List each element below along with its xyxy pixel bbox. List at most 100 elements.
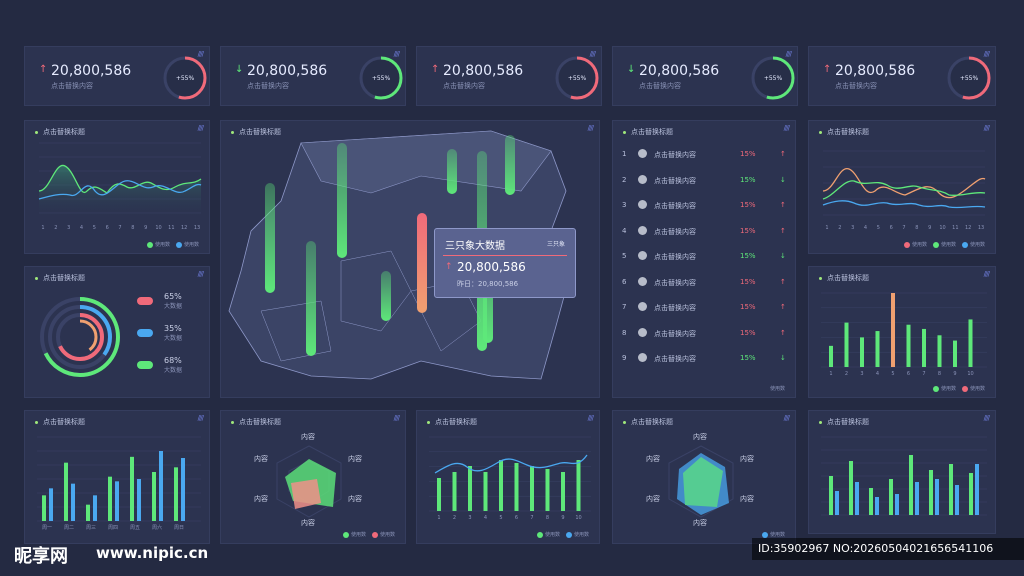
x-tick-label: 8 <box>131 225 134 231</box>
kpi-label: 点击替换内容 <box>51 82 93 90</box>
slash-deco: //// <box>983 270 991 278</box>
kpi-ring <box>163 56 207 100</box>
rank-avatar <box>638 225 647 235</box>
rank-number: 1 <box>622 150 627 158</box>
legend: 使用数 使用数 <box>141 241 199 248</box>
radar-axis-label: 内容 <box>740 495 754 503</box>
donut-percent: 35% <box>164 324 182 333</box>
rank-number: 9 <box>622 354 627 362</box>
x-tick-label: 1 <box>829 371 832 377</box>
x-tick-label: 9 <box>953 371 956 377</box>
x-tick-label: 周五 <box>130 525 140 531</box>
x-tick-label: 3 <box>67 225 70 231</box>
rank-percent: 15% <box>740 328 756 337</box>
ranking-row[interactable]: 9 点击替换内容 15% ↓ <box>620 348 790 368</box>
x-tick-label: 7 <box>922 371 925 377</box>
week-bar-chart: 周一 周二 周三 周四 周五 周六 周日 <box>37 436 201 531</box>
kpi-value: 20,800,586 <box>51 63 132 79</box>
x-tick-label: 8 <box>915 225 918 231</box>
rank-number: 8 <box>622 328 627 337</box>
donut-legend-item: 35% 大数据 <box>164 324 182 342</box>
radar-axis-label: 内容 <box>254 495 268 503</box>
tooltip-value: 20,800,586 <box>457 260 526 274</box>
legend: 使用数 使用数 使用数 <box>898 241 985 248</box>
bar <box>93 495 97 521</box>
ranking-row[interactable]: 5 点击替换内容 15% ↓ <box>620 246 790 266</box>
rank-avatar <box>638 174 647 184</box>
map-column <box>381 271 391 321</box>
bar <box>835 491 839 515</box>
bar <box>576 460 581 511</box>
kpi-ring <box>751 56 795 100</box>
bar <box>152 472 156 521</box>
bar <box>71 483 75 521</box>
x-tick-label: 5 <box>877 225 880 231</box>
bar <box>937 335 942 367</box>
bar <box>174 467 178 521</box>
kpi-value: 20,800,586 <box>247 63 328 79</box>
rank-avatar <box>638 327 647 337</box>
donut-percent: 65% <box>164 292 182 301</box>
rank-percent: 15% <box>740 201 756 209</box>
x-tick-label: 8 <box>546 515 549 521</box>
down-arrow-icon: ↓ <box>627 64 636 75</box>
up-arrow-icon: ↑ <box>823 64 832 75</box>
x-tick-label: 6 <box>907 371 910 377</box>
x-tick-label: 3 <box>851 225 854 231</box>
ranking-row[interactable]: 4 点击替换内容 15% ↑ <box>620 221 790 241</box>
watermark-logo: 昵享网 <box>14 546 68 567</box>
x-tick-label: 7 <box>530 515 533 521</box>
tooltip-yesterday: 昨日：20,800,586 <box>457 280 519 288</box>
x-tick-label: 周三 <box>86 525 96 531</box>
x-tick-label: 5 <box>93 225 96 231</box>
map-column <box>337 143 347 258</box>
slash-deco: //// <box>197 124 205 132</box>
panel-title: 点击替换标题 <box>819 127 869 137</box>
panel-title: 点击替换标题 <box>427 417 477 427</box>
x-tick-label: 5 <box>891 371 894 377</box>
ranking-row[interactable]: 6 点击替换内容 15% ↑ <box>620 272 790 292</box>
slash-deco: //// <box>393 414 401 422</box>
tooltip-divider <box>443 255 567 256</box>
kpi-card: //// ↑ 20,800,586 点击替换内容 +55% <box>416 46 602 106</box>
bar <box>849 461 853 515</box>
bar <box>452 472 457 511</box>
radar-panel-2: 点击替换标题 //// 使用数 <box>612 410 796 544</box>
down-arrow-icon: ↓ <box>780 175 786 184</box>
x-tick-label: 4 <box>876 371 879 377</box>
watermark-id-bg <box>752 538 1024 560</box>
legend: 使用数 使用数 <box>337 531 395 538</box>
slash-deco: //// <box>983 414 991 422</box>
legend: 使用数 使用数 <box>927 385 985 392</box>
x-tick-label: 13 <box>194 225 200 231</box>
rank-label: 点击替换内容 <box>654 151 696 159</box>
ranking-row[interactable]: 1 点击替换内容 15% ↑ <box>620 144 790 164</box>
bar <box>530 466 534 511</box>
rank-avatar <box>638 302 647 311</box>
ranking-row[interactable]: 3 点击替换内容 15% ↑ <box>620 195 790 215</box>
ranking-row[interactable]: 8 点击替换内容 15% ↑ <box>620 323 790 343</box>
legend: 使用数 <box>769 386 785 392</box>
kpi-ring <box>359 56 403 100</box>
bar <box>935 479 939 515</box>
bar <box>86 504 90 521</box>
bar <box>889 479 893 515</box>
combo-chart: 1 2 3 4 5 6 7 8 9 10 <box>429 436 591 521</box>
tooltip-title: 三只象大数据 <box>445 241 505 252</box>
x-tick-label: 12 <box>965 225 971 231</box>
ranking-row[interactable]: 2 点击替换内容 15% ↓ <box>620 170 790 190</box>
x-tick-label: 4 <box>80 225 83 231</box>
slash-deco: //// <box>983 50 991 58</box>
ranking-row[interactable]: 7 点击替换内容 15% ↑ <box>620 297 790 317</box>
rank-percent: 15% <box>740 150 756 158</box>
rank-avatar <box>638 276 647 286</box>
up-arrow-icon: ↑ <box>780 150 786 158</box>
line-panel-1: 点击替换标题 //// 1 2 3 4 5 6 7 8 9 10 11 12 13 使用数 使用数 <box>24 120 210 254</box>
rank-percent: 15% <box>740 303 756 311</box>
donut-label: 大数据 <box>164 303 183 310</box>
kpi-percent: +55% <box>567 75 587 82</box>
rank-percent: 15% <box>740 226 756 235</box>
radar-axis-label: 内容 <box>254 455 268 463</box>
bar <box>875 497 879 515</box>
radar-axis-label: 内容 <box>301 433 315 441</box>
